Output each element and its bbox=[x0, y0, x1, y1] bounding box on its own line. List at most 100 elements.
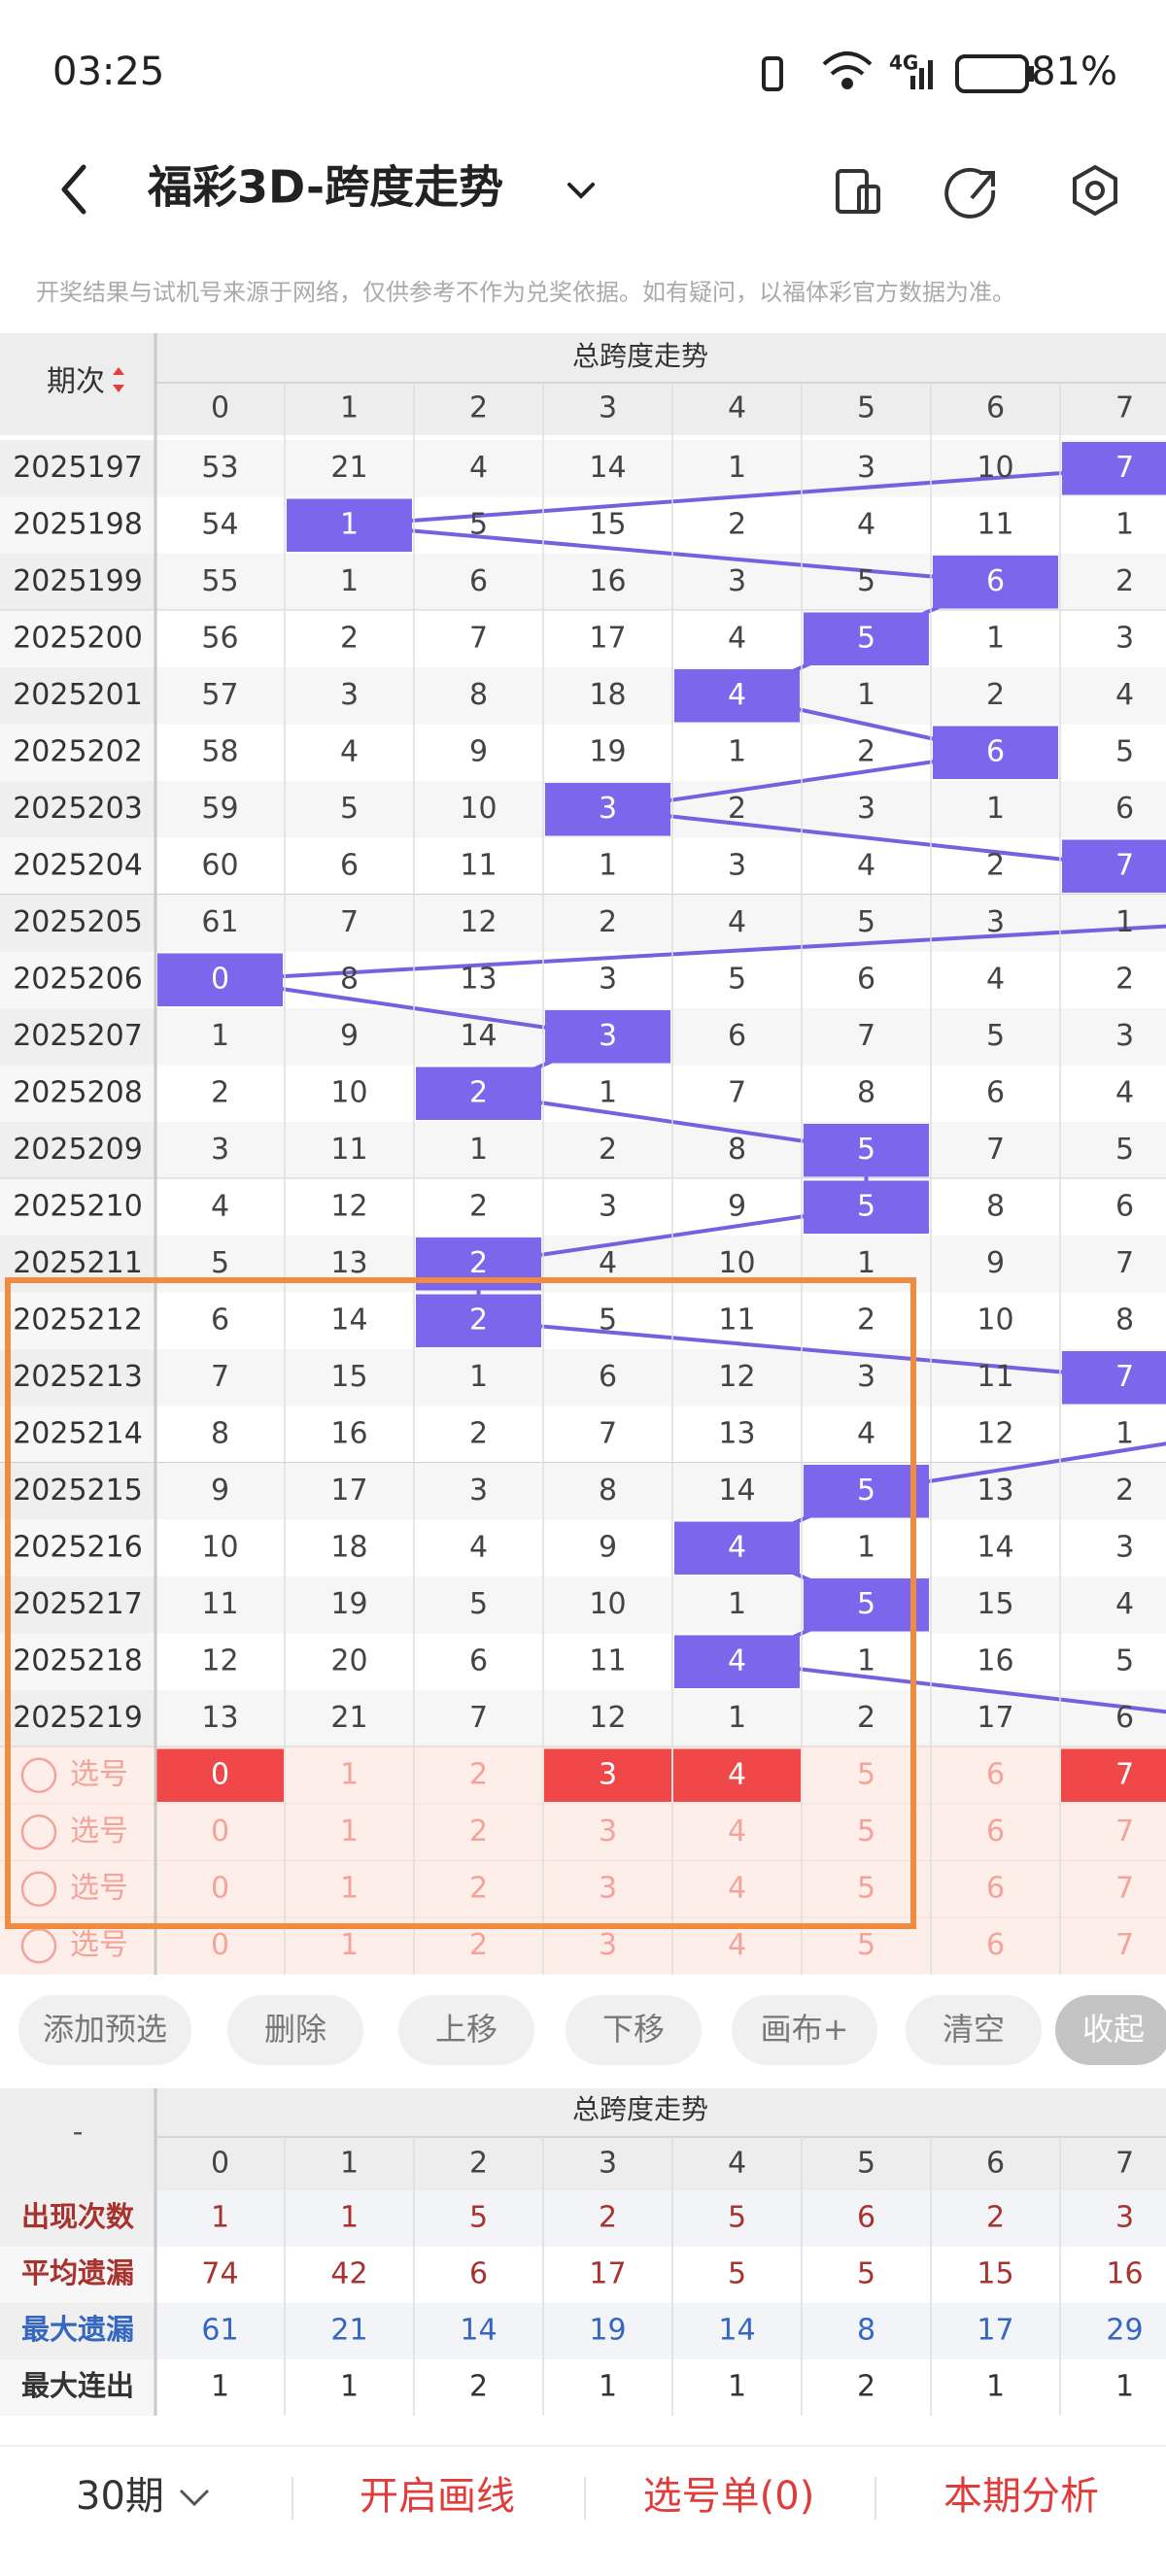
control-button[interactable] bbox=[18, 1995, 191, 2065]
footer-action[interactable]: 本期分析 bbox=[943, 2474, 1099, 2519]
pick-number[interactable]: 5 bbox=[857, 1928, 875, 1962]
miss-value: 6 bbox=[1115, 1189, 1134, 1223]
pick-number[interactable]: 5 bbox=[857, 1814, 875, 1848]
control-button[interactable] bbox=[732, 1995, 877, 2065]
control-button[interactable] bbox=[398, 1995, 534, 2065]
pick-number[interactable]: 1 bbox=[340, 1928, 359, 1962]
miss-value: 21 bbox=[330, 1701, 367, 1735]
pick-number[interactable]: 4 bbox=[728, 1871, 746, 1905]
control-button[interactable] bbox=[227, 1995, 363, 2065]
pick-number[interactable]: 6 bbox=[986, 1928, 1005, 1962]
pick-number[interactable]: 4 bbox=[728, 1928, 746, 1962]
pick-number[interactable]: 5 bbox=[857, 1871, 875, 1905]
pick-number[interactable]: 0 bbox=[211, 1928, 229, 1962]
trend-line bbox=[349, 466, 1125, 527]
footer-action[interactable]: 选号单(0) bbox=[643, 2474, 815, 2519]
stats-column-header: 2 bbox=[469, 2147, 488, 2181]
title-dropdown[interactable] bbox=[567, 183, 595, 199]
miss-value: 5 bbox=[986, 1019, 1005, 1053]
pick-number[interactable]: 2 bbox=[469, 1814, 488, 1848]
pick-toggle[interactable] bbox=[20, 1871, 57, 1907]
pick-number[interactable]: 6 bbox=[986, 1814, 1005, 1848]
pick-number[interactable]: 7 bbox=[1115, 1814, 1134, 1848]
miss-value: 4 bbox=[1115, 1587, 1134, 1621]
miss-value: 17 bbox=[589, 621, 626, 655]
period: 2025206 bbox=[13, 962, 143, 996]
hit-value: 4 bbox=[728, 1530, 746, 1564]
control-button-label[interactable]: 下移 bbox=[602, 2011, 665, 2048]
pick-number-selected[interactable]: 7 bbox=[1115, 1757, 1134, 1791]
pick-number[interactable]: 1 bbox=[340, 1871, 359, 1905]
miss-value: 2 bbox=[728, 792, 746, 826]
pick-number[interactable]: 0 bbox=[211, 1871, 229, 1905]
control-button-label[interactable]: 收起 bbox=[1082, 2011, 1145, 2048]
period: 2025213 bbox=[13, 1360, 143, 1394]
pick-toggle[interactable] bbox=[20, 1757, 57, 1793]
miss-value: 11 bbox=[589, 1644, 626, 1678]
selection-frame bbox=[5, 1277, 916, 1929]
miss-value: 13 bbox=[460, 962, 497, 996]
bottom-bar: 30期 开启画线 选号单(0) 本期分析 bbox=[0, 2445, 1166, 2576]
control-button-label[interactable]: 删除 bbox=[264, 2011, 326, 2048]
pick-number[interactable]: 6 bbox=[986, 1871, 1005, 1905]
control-button[interactable] bbox=[566, 1995, 702, 2065]
miss-value: 13 bbox=[718, 1416, 755, 1450]
hit-cell bbox=[545, 1010, 670, 1064]
pick-number[interactable]: 7 bbox=[1115, 1871, 1134, 1905]
pick-number[interactable]: 3 bbox=[599, 1871, 617, 1905]
control-button[interactable] bbox=[906, 1995, 1042, 2065]
miss-value: 9 bbox=[340, 1019, 359, 1053]
miss-value: 6 bbox=[469, 1644, 488, 1678]
period-chevron[interactable] bbox=[179, 2489, 210, 2507]
miss-value: 10 bbox=[460, 792, 497, 826]
miss-value: 56 bbox=[201, 621, 238, 655]
share-icon[interactable] bbox=[944, 167, 996, 219]
pick-toggle[interactable] bbox=[20, 1814, 57, 1850]
miss-value: 1 bbox=[1115, 1416, 1134, 1450]
control-button-label[interactable]: 上移 bbox=[435, 2011, 497, 2048]
pick-number[interactable]: 2 bbox=[469, 1871, 488, 1905]
pick-number[interactable]: 2 bbox=[469, 1928, 488, 1962]
pick-number[interactable]: 1 bbox=[340, 1814, 359, 1848]
pick-number[interactable]: 0 bbox=[211, 1814, 229, 1848]
pick-toggle[interactable] bbox=[20, 1928, 57, 1964]
pick-number-selected[interactable]: 3 bbox=[599, 1757, 617, 1791]
pick-number[interactable]: 6 bbox=[986, 1757, 1005, 1791]
miss-value: 5 bbox=[469, 1587, 488, 1621]
settings-icon[interactable] bbox=[1073, 164, 1117, 217]
control-button-label[interactable]: 画布+ bbox=[761, 2011, 849, 2048]
period-select[interactable]: 30期 bbox=[76, 2474, 164, 2519]
miss-value: 10 bbox=[718, 1246, 755, 1280]
miss-value: 11 bbox=[977, 1360, 1013, 1394]
pick-number[interactable]: 3 bbox=[599, 1814, 617, 1848]
wifi-dot bbox=[841, 78, 853, 89]
control-button[interactable] bbox=[1055, 1995, 1166, 2065]
pick-number-selected[interactable]: 4 bbox=[728, 1757, 746, 1791]
pick-number[interactable]: 1 bbox=[340, 1757, 359, 1791]
control-button-label[interactable]: 添加预选 bbox=[43, 2011, 167, 2048]
back-button[interactable] bbox=[61, 164, 86, 215]
miss-value: 2 bbox=[1115, 962, 1134, 996]
pick-number[interactable]: 7 bbox=[1115, 1928, 1134, 1962]
pick-number[interactable]: 4 bbox=[728, 1814, 746, 1848]
miss-value: 4 bbox=[728, 621, 746, 655]
miss-value: 9 bbox=[986, 1246, 1005, 1280]
hit-cell bbox=[157, 953, 283, 1006]
miss-value: 1 bbox=[857, 1644, 875, 1678]
row-bg bbox=[0, 1349, 1166, 1407]
status-icons bbox=[762, 51, 1034, 93]
miss-value: 13 bbox=[977, 1474, 1013, 1508]
pick-number-selected[interactable]: 0 bbox=[211, 1757, 229, 1791]
pick-number[interactable]: 5 bbox=[857, 1757, 875, 1791]
device-icon[interactable] bbox=[836, 169, 880, 214]
miss-value: 9 bbox=[469, 734, 488, 768]
miss-value: 8 bbox=[857, 1075, 875, 1109]
footer-action[interactable]: 开启画线 bbox=[360, 2474, 515, 2519]
miss-value: 1 bbox=[728, 1587, 746, 1621]
period: 2025212 bbox=[13, 1303, 143, 1337]
control-button-label[interactable]: 清空 bbox=[943, 2011, 1005, 2048]
pick-number[interactable]: 2 bbox=[469, 1757, 488, 1791]
pick-number[interactable]: 3 bbox=[599, 1928, 617, 1962]
